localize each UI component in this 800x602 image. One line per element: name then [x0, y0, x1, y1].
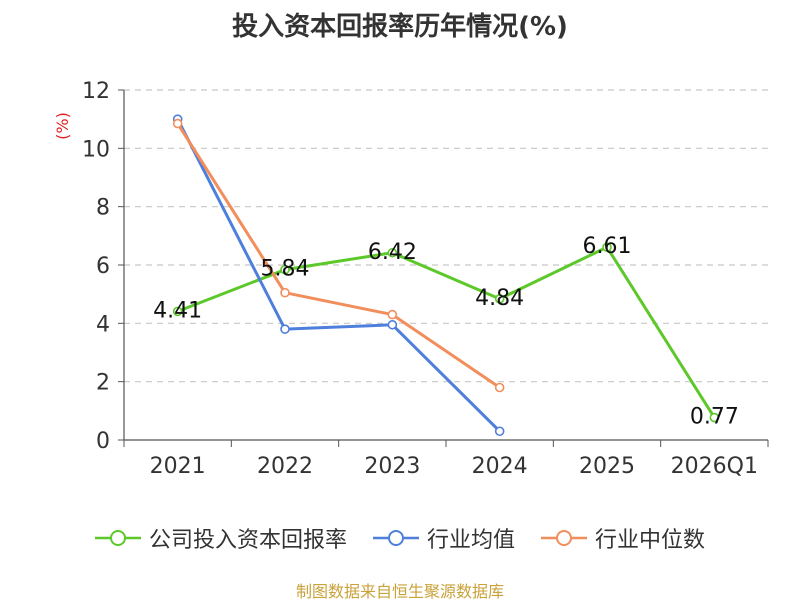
legend-marker-industry-median	[541, 530, 587, 546]
series-line-1	[176, 118, 501, 433]
legend-item-industry-median[interactable]: 行业中位数	[541, 522, 705, 554]
y-tick-label-3: 6	[96, 254, 110, 279]
data-point-0-1[interactable]	[280, 264, 290, 275]
data-label-0-4: 6.61	[583, 234, 632, 259]
x-tick-label-0: 2021	[150, 454, 206, 479]
y-tick-label-1: 2	[96, 371, 110, 396]
data-point-1-1[interactable]	[280, 324, 290, 334]
data-point-2-1[interactable]	[280, 287, 290, 298]
series-line-0	[177, 245, 716, 419]
data-point-1-3[interactable]	[494, 426, 505, 437]
series-layer	[172, 114, 720, 437]
legend: 公司投入资本回报率 行业均值 行业中位数	[0, 520, 800, 556]
data-point-0-5[interactable]	[709, 412, 720, 423]
data-point-0-4[interactable]	[602, 242, 612, 253]
x-tick-label-5: 2026Q1	[671, 454, 758, 479]
grid-lines	[124, 89, 768, 383]
y-tick-label-4: 8	[96, 196, 110, 221]
data-point-2-2[interactable]	[387, 309, 398, 320]
x-tick-label-1: 2022	[257, 454, 313, 479]
data-point-2-3[interactable]	[494, 382, 505, 393]
data-point-0-2[interactable]	[387, 247, 398, 258]
legend-label-industry-median: 行业中位数	[595, 528, 706, 553]
data-label-0-1: 5.84	[261, 257, 310, 282]
legend-marker-company	[94, 530, 141, 546]
y-tick-label-2: 4	[96, 312, 110, 337]
legend-marker-industry-mean	[372, 530, 419, 546]
data-point-0-3[interactable]	[494, 294, 505, 304]
data-label-0-5: 0.77	[690, 405, 739, 430]
data-point-1-2[interactable]	[387, 319, 398, 330]
data-label-0-0: 4.41	[153, 298, 202, 323]
y-tick-label-6: 12	[82, 79, 110, 104]
data-labels: 4.41 5.84 6.42 4.84 6.61 0.77	[153, 234, 739, 429]
data-label-0-2: 6.42	[368, 240, 417, 265]
legend-label-industry-mean: 行业均值	[426, 528, 515, 553]
y-axis-label: (%)	[53, 112, 72, 140]
series-line-2	[176, 122, 501, 389]
data-label-0-3: 4.84	[475, 286, 524, 311]
legend-label-company: 公司投入资本回报率	[148, 528, 347, 553]
x-tick-label-3: 2024	[472, 454, 528, 479]
legend-item-industry-mean[interactable]: 行业均值	[372, 522, 515, 554]
source-note: 制图数据来自恒生聚源数据库	[295, 582, 504, 601]
axes: 0 2 4 6 8 10 12 2021 2022 2023 2024 2025 2026Q1	[82, 79, 769, 479]
chart-title: 投入资本回报率历年情况(%)	[232, 12, 568, 42]
x-tick-label-4: 2025	[579, 454, 635, 479]
legend-item-company[interactable]: 公司投入资本回报率	[94, 522, 347, 554]
x-tick-label-2: 2023	[364, 454, 420, 479]
y-tick-label-0: 0	[96, 429, 110, 454]
data-point-0-0[interactable]	[172, 306, 183, 317]
data-point-2-0[interactable]	[172, 118, 183, 129]
y-tick-label-5: 10	[82, 137, 110, 162]
